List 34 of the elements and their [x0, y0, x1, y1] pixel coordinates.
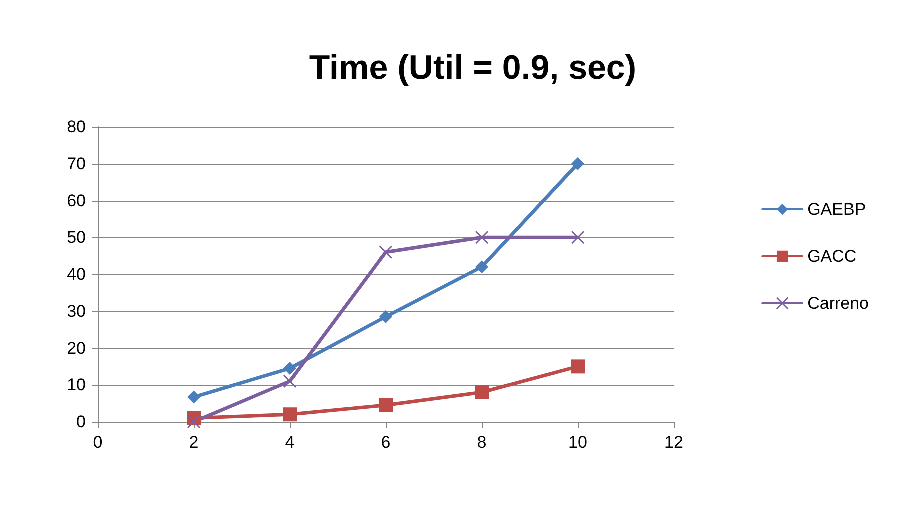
x-tick-label: 0 [93, 433, 103, 452]
x-tick-label: 8 [477, 433, 487, 452]
chart-title: Time (Util = 0.9, sec) [309, 49, 637, 87]
y-tick-label: 60 [67, 191, 86, 210]
point [475, 386, 489, 400]
y-tick-label: 80 [67, 118, 86, 136]
legend-label: Carreno [808, 294, 870, 313]
point [283, 374, 297, 388]
point [188, 390, 200, 404]
y-tick-label: 10 [67, 376, 86, 395]
point [379, 398, 393, 412]
y-tick-label: 0 [76, 412, 86, 432]
point [571, 230, 585, 244]
point [476, 260, 488, 274]
point [187, 415, 201, 429]
legend-label: GACC [808, 247, 857, 266]
point [572, 157, 584, 170]
point [283, 408, 297, 422]
point [571, 360, 585, 374]
x-tick-label: 2 [189, 433, 199, 452]
x-tick-label: 6 [381, 433, 391, 452]
legend-label: GAEBP [808, 200, 866, 219]
point [379, 246, 393, 260]
point [380, 310, 392, 324]
x-tick-label: 10 [568, 433, 588, 452]
y-tick-label: 70 [67, 154, 86, 174]
point [284, 362, 296, 376]
y-tick-label: 30 [67, 302, 86, 321]
y-tick-label: 50 [67, 228, 86, 248]
y-tick-label: 40 [67, 265, 86, 284]
point [475, 230, 489, 244]
x-tick-label: 12 [664, 433, 684, 452]
y-tick-label: 20 [67, 338, 86, 358]
x-tick-label: 4 [285, 433, 295, 452]
